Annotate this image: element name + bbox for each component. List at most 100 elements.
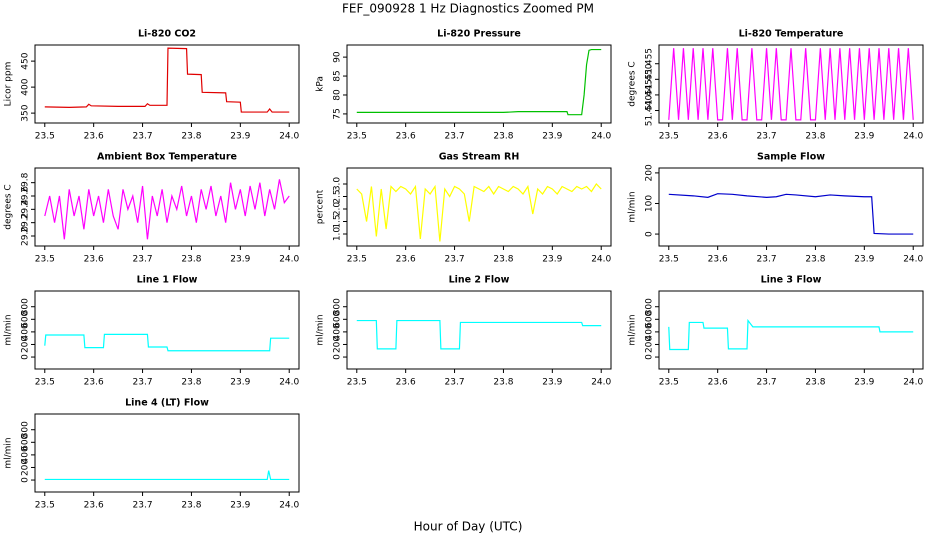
plot-frame — [34, 290, 300, 370]
x-tick-label: 23.7 — [133, 255, 153, 265]
y-tick-label: 29.6 — [21, 186, 31, 206]
x-tick-label: 23.8 — [805, 132, 825, 142]
y-axis-label: Licor ppm — [4, 62, 14, 107]
x-tick-label: 23.6 — [84, 255, 104, 265]
x-tick-label: 23.7 — [445, 255, 465, 265]
data-line — [44, 179, 290, 240]
x-tick-label: 24.0 — [903, 378, 923, 388]
y-tick-label: 90 — [333, 51, 343, 63]
panel-title: Sample Flow — [757, 152, 825, 163]
x-tick-label: 23.9 — [542, 378, 562, 388]
y-tick-label: 800 — [21, 298, 31, 315]
x-tick-label: 23.9 — [542, 255, 562, 265]
y-tick-label: 200 — [645, 336, 655, 353]
y-tick-label: 200 — [333, 336, 343, 353]
x-tick-label: 23.5 — [35, 132, 55, 142]
data-line — [356, 319, 602, 350]
x-tick-label: 23.5 — [35, 501, 55, 511]
plot-frame — [658, 290, 924, 370]
y-tick-label: 800 — [645, 298, 655, 315]
y-tick-label: 200 — [645, 164, 655, 181]
data-line — [356, 183, 602, 242]
panel-title: Line 1 Flow — [137, 275, 198, 286]
x-tick-label: 23.8 — [493, 132, 513, 142]
x-tick-label: 23.9 — [230, 378, 250, 388]
x-tick-label: 24.0 — [279, 255, 299, 265]
y-tick-label: 1.5 — [333, 214, 343, 228]
x-tick-label: 23.9 — [230, 501, 250, 511]
y-axis-label: ml/min — [316, 314, 326, 345]
data-line — [668, 48, 914, 121]
y-tick-label: 600 — [21, 433, 31, 450]
data-line — [668, 318, 914, 351]
y-tick-label: 2.0 — [333, 202, 343, 217]
x-tick-label: 23.9 — [230, 255, 250, 265]
x-tick-label: 23.9 — [854, 132, 874, 142]
x-tick-label: 23.5 — [347, 255, 367, 265]
y-tick-label: 450 — [21, 52, 31, 69]
y-tick-label: 1.0 — [333, 227, 343, 242]
y-tick-label: 400 — [645, 323, 655, 340]
panel-title: Line 2 Flow — [449, 275, 510, 286]
y-axis-label: percent — [316, 189, 326, 224]
x-tick-label: 23.6 — [708, 132, 728, 142]
x-tick-label: 23.7 — [757, 255, 777, 265]
x-tick-label: 23.9 — [230, 132, 250, 142]
x-tick-label: 24.0 — [591, 378, 611, 388]
y-tick-label: 80 — [333, 89, 343, 101]
plot-frame — [658, 167, 924, 247]
y-tick-label: 800 — [21, 421, 31, 438]
x-tick-label: 23.5 — [659, 132, 679, 142]
x-tick-label: 23.9 — [854, 255, 874, 265]
x-tick-label: 23.9 — [542, 132, 562, 142]
x-tick-label: 23.5 — [659, 378, 679, 388]
y-tick-label: 800 — [333, 298, 343, 315]
y-tick-label: 600 — [645, 310, 655, 327]
x-tick-label: 24.0 — [591, 132, 611, 142]
y-tick-label: 51.450 — [645, 63, 655, 95]
y-tick-label: 600 — [333, 310, 343, 327]
x-tick-label: 23.5 — [35, 378, 55, 388]
y-tick-label: 29.0 — [21, 226, 31, 246]
y-tick-label: 100 — [645, 195, 655, 212]
panel-title: Line 4 (LT) Flow — [125, 398, 209, 409]
y-tick-label: 200 — [21, 459, 31, 476]
y-tick-label: 29.2 — [21, 213, 31, 233]
plot-frame — [34, 167, 300, 247]
y-tick-label: 400 — [21, 446, 31, 463]
plot-frame — [34, 413, 300, 493]
x-tick-label: 23.7 — [133, 132, 153, 142]
y-tick-label: 75 — [333, 108, 343, 119]
x-tick-label: 23.7 — [445, 132, 465, 142]
x-tick-label: 23.5 — [347, 378, 367, 388]
y-tick-label: 400 — [21, 78, 31, 95]
plot-frame — [346, 44, 612, 124]
x-tick-label: 24.0 — [903, 132, 923, 142]
y-tick-label: 0 — [333, 354, 343, 360]
x-tick-label: 23.6 — [84, 378, 104, 388]
y-axis-label: ml/min — [628, 191, 638, 222]
y-tick-label: 51.455 — [645, 48, 655, 80]
x-tick-label: 23.6 — [84, 501, 104, 511]
y-axis-label: ml/min — [4, 437, 14, 468]
x-tick-label: 23.9 — [854, 378, 874, 388]
x-tick-label: 23.8 — [181, 255, 201, 265]
y-tick-label: 3.0 — [333, 177, 343, 192]
y-axis-label: degrees C — [4, 184, 14, 229]
y-axis-label: ml/min — [628, 314, 638, 345]
x-tick-label: 23.8 — [805, 255, 825, 265]
y-tick-label: 200 — [21, 336, 31, 353]
y-tick-label: 51.445 — [645, 79, 655, 111]
y-tick-label: 29.8 — [21, 172, 31, 192]
x-tick-label: 23.7 — [757, 378, 777, 388]
x-tick-label: 23.8 — [181, 501, 201, 511]
panel-title: Li-820 Pressure — [437, 29, 521, 40]
x-tick-label: 23.6 — [396, 255, 416, 265]
y-tick-label: 400 — [333, 323, 343, 340]
y-tick-label: 2.5 — [333, 189, 343, 203]
x-tick-label: 24.0 — [279, 501, 299, 511]
y-tick-label: 51.440 — [645, 95, 655, 127]
plot-frame — [346, 167, 612, 247]
x-tick-label: 24.0 — [279, 132, 299, 142]
x-tick-label: 23.6 — [84, 132, 104, 142]
